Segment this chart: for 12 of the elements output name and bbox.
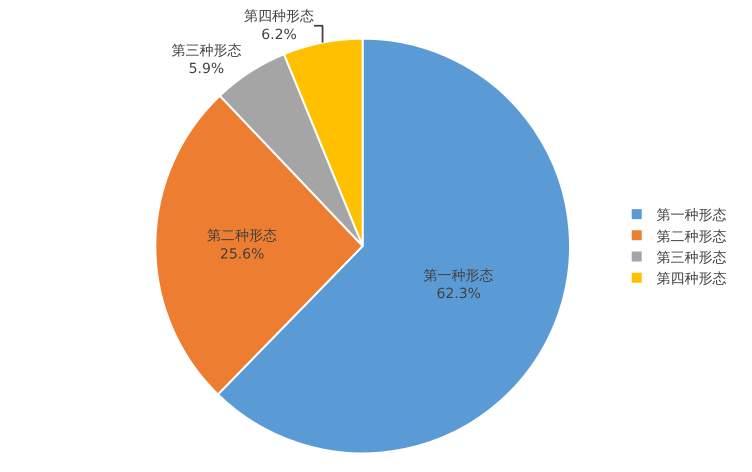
data-label: 62.3% bbox=[436, 286, 481, 302]
data-label: 5.9% bbox=[188, 61, 224, 78]
legend-label: 第三种形态 bbox=[656, 250, 727, 266]
slice-label: 第四种形态 bbox=[244, 8, 314, 25]
legend-label: 第四种形态 bbox=[656, 271, 727, 288]
data-label: 25.6% bbox=[220, 246, 264, 262]
data-label: 6.2% bbox=[261, 26, 297, 43]
legend-label: 第一种形态 bbox=[656, 208, 727, 224]
slice-label: 第一种形态 bbox=[424, 268, 494, 284]
slice-label: 第二种形态 bbox=[207, 228, 278, 244]
slice-label: 第三种形态 bbox=[171, 42, 242, 59]
legend-label: 第二种形态 bbox=[656, 228, 727, 245]
